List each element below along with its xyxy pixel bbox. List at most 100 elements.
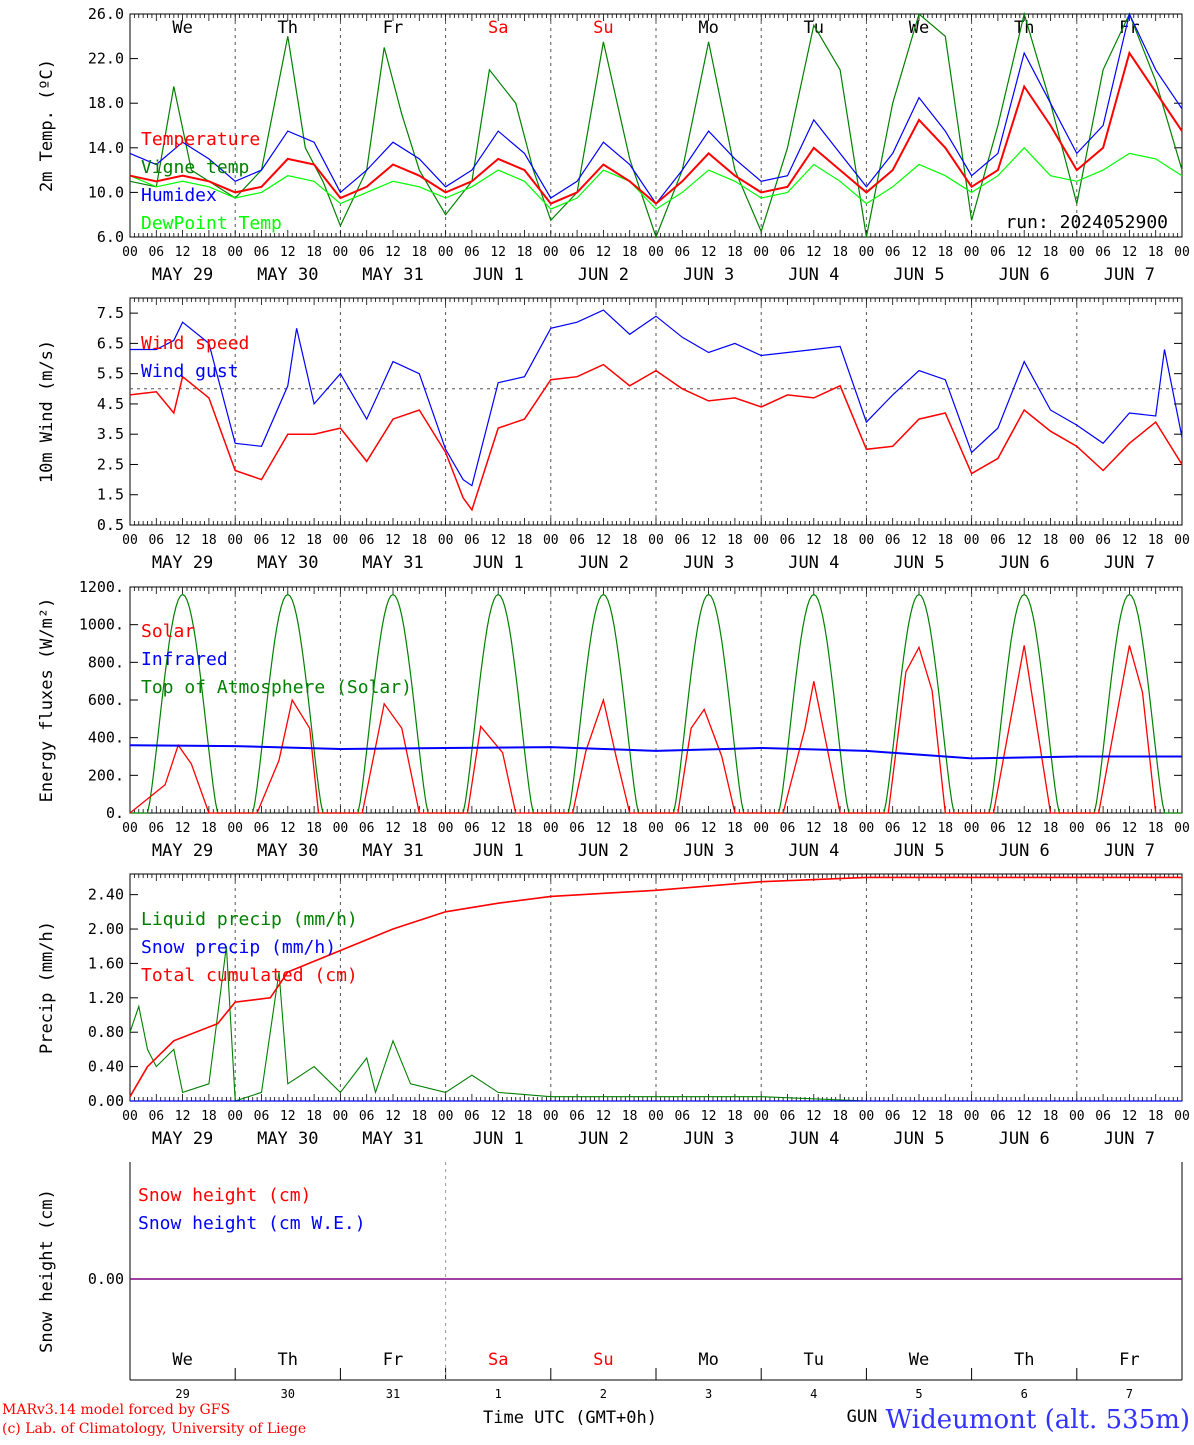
day-date-label: 30 — [281, 1387, 295, 1401]
y-tick-label: 14.0 — [88, 139, 124, 157]
hour-tick-label: 12 — [1122, 1109, 1138, 1124]
hour-tick-label: 06 — [569, 245, 585, 260]
date-label: MAY 29 — [152, 265, 213, 285]
day-name: We — [172, 18, 192, 38]
y-tick-label: 10.0 — [88, 183, 124, 201]
hour-tick-label: 12 — [385, 533, 401, 548]
hour-tick-label: 18 — [1148, 245, 1164, 260]
series-line — [129, 744, 1182, 760]
hour-tick-label: 00 — [438, 1109, 454, 1124]
hour-tick-label: 18 — [1043, 245, 1059, 260]
hour-tick-label: 00 — [648, 245, 664, 260]
date-label: JUN 6 — [999, 1129, 1050, 1149]
hour-tick-label: 18 — [1148, 821, 1164, 836]
hour-tick-label: 18 — [937, 245, 953, 260]
y-tick-label: 0.80 — [88, 1023, 124, 1041]
hour-tick-label: 00 — [648, 533, 664, 548]
hour-tick-label: 12 — [806, 821, 822, 836]
hour-tick-label: 00 — [964, 1109, 980, 1124]
day-name: We — [909, 18, 929, 38]
y-tick-label: 1000. — [79, 616, 124, 634]
hour-tick-label: 00 — [227, 245, 243, 260]
day-name: Fr — [1119, 18, 1139, 38]
day-name: We — [909, 1350, 929, 1370]
hour-tick-label: 06 — [885, 245, 901, 260]
hour-tick-label: 06 — [359, 1109, 375, 1124]
run-label: run: 2024052900 — [1005, 212, 1168, 233]
hour-tick-label: 06 — [569, 821, 585, 836]
day-date-label: 29 — [175, 1387, 189, 1401]
hour-tick-label: 06 — [674, 821, 690, 836]
y-tick-label: 200. — [88, 766, 124, 784]
hour-tick-label: 06 — [148, 821, 164, 836]
hour-tick-label: 18 — [832, 245, 848, 260]
hour-tick-label: 00 — [543, 821, 559, 836]
hour-tick-label: 12 — [385, 821, 401, 836]
hour-tick-label: 18 — [622, 245, 638, 260]
date-label: MAY 31 — [362, 265, 423, 285]
hour-tick-label: 12 — [1016, 1109, 1032, 1124]
date-label: MAY 31 — [362, 553, 423, 573]
y-tick-label: 22.0 — [88, 50, 124, 68]
hour-tick-label: 18 — [1043, 821, 1059, 836]
hour-tick-label: 12 — [911, 1109, 927, 1124]
hour-tick-label: 00 — [648, 1109, 664, 1124]
y-tick-label: 0.5 — [97, 516, 124, 534]
hour-tick-label: 00 — [964, 821, 980, 836]
legend-entry: DewPoint Temp — [141, 213, 282, 234]
hour-tick-label: 00 — [333, 821, 349, 836]
hour-tick-label: 12 — [701, 245, 717, 260]
hour-tick-label: 06 — [1095, 245, 1111, 260]
hour-tick-label: 06 — [464, 245, 480, 260]
hour-tick-label: 06 — [148, 245, 164, 260]
date-label: MAY 30 — [257, 553, 318, 573]
hour-tick-label: 00 — [227, 821, 243, 836]
day-name: We — [172, 1350, 192, 1370]
hour-tick-label: 12 — [280, 1109, 296, 1124]
hour-tick-label: 06 — [674, 245, 690, 260]
hour-tick-label: 12 — [596, 1109, 612, 1124]
hour-tick-label: 00 — [122, 1109, 138, 1124]
hour-tick-label: 06 — [885, 821, 901, 836]
footer-credit-lab: (c) Lab. of Climatology, University of L… — [2, 1421, 306, 1437]
hour-tick-label: 00 — [333, 533, 349, 548]
y-tick-label: 2.5 — [97, 455, 124, 473]
y-tick-label: 600. — [88, 691, 124, 709]
hour-tick-label: 06 — [780, 533, 796, 548]
date-label: JUN 1 — [473, 553, 524, 573]
hour-tick-label: 00 — [122, 533, 138, 548]
hour-tick-label: 06 — [885, 1109, 901, 1124]
y-tick-label: 400. — [88, 729, 124, 747]
hour-tick-label: 12 — [490, 533, 506, 548]
hour-tick-label: 00 — [753, 821, 769, 836]
date-label: MAY 31 — [362, 1129, 423, 1149]
day-date-label: 6 — [1021, 1387, 1028, 1401]
hour-tick-label: 00 — [859, 245, 875, 260]
hour-tick-label: 00 — [227, 1109, 243, 1124]
date-label: JUN 5 — [893, 1129, 944, 1149]
date-label: JUN 4 — [788, 553, 839, 573]
legend-entry: Solar — [141, 621, 195, 642]
day-name: Th — [1014, 1350, 1034, 1370]
y-tick-label: 2.40 — [88, 886, 124, 904]
hour-tick-label: 06 — [674, 1109, 690, 1124]
hour-tick-label: 18 — [727, 245, 743, 260]
series-line — [129, 50, 1183, 205]
hour-tick-label: 12 — [596, 245, 612, 260]
date-label: JUN 4 — [788, 265, 839, 285]
hour-tick-label: 18 — [937, 821, 953, 836]
hour-tick-label: 12 — [911, 533, 927, 548]
hour-tick-label: 18 — [306, 533, 322, 548]
legend-entry: Snow height (cm) — [138, 1185, 311, 1206]
hour-tick-label: 12 — [385, 245, 401, 260]
hour-tick-label: 18 — [306, 245, 322, 260]
hour-tick-label: 12 — [911, 821, 927, 836]
hour-tick-label: 12 — [1122, 533, 1138, 548]
hour-tick-label: 06 — [359, 533, 375, 548]
legend-entry: Snow height (cm W.E.) — [138, 1213, 366, 1234]
hour-tick-label: 00 — [543, 533, 559, 548]
hour-tick-label: 18 — [1148, 533, 1164, 548]
hour-tick-label: 12 — [1016, 821, 1032, 836]
hour-tick-label: 00 — [964, 245, 980, 260]
